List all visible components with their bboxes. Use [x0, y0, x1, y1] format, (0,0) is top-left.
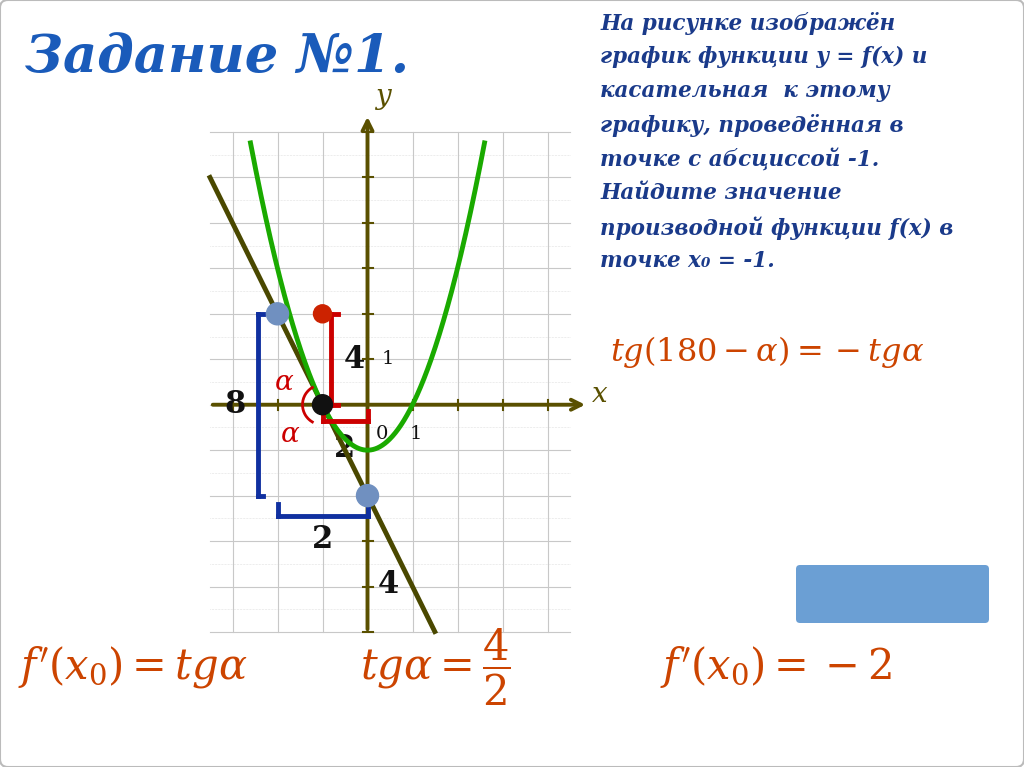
Text: 4: 4 [378, 569, 398, 600]
Text: производной функции f(x) в: производной функции f(x) в [600, 216, 953, 239]
Text: 4: 4 [343, 344, 365, 375]
FancyBboxPatch shape [796, 565, 989, 623]
Text: подсказка: подсказка [824, 582, 961, 605]
Circle shape [266, 303, 289, 324]
Text: x: x [592, 381, 607, 408]
Text: 1: 1 [410, 425, 422, 443]
Text: α: α [282, 421, 300, 448]
Text: α: α [275, 369, 294, 397]
Text: точке x₀ = -1.: точке x₀ = -1. [600, 250, 775, 272]
Text: $tg(180-\alpha)=-tg\alpha$: $tg(180-\alpha)=-tg\alpha$ [610, 334, 925, 370]
Text: y: y [376, 83, 391, 110]
Text: $f'(x_0) = tg\alpha$: $f'(x_0) = tg\alpha$ [18, 644, 248, 690]
Text: касательная  к этому: касательная к этому [600, 80, 890, 102]
Text: 2: 2 [312, 524, 333, 555]
Text: 0: 0 [376, 425, 388, 443]
Text: график функции y = f(x) и: график функции y = f(x) и [600, 46, 928, 68]
Text: $tg\alpha = \dfrac{4}{2}$: $tg\alpha = \dfrac{4}{2}$ [360, 627, 511, 707]
Text: точке с абсциссой -1.: точке с абсциссой -1. [600, 148, 880, 171]
Circle shape [356, 485, 379, 507]
Text: графику, проведённая в: графику, проведённая в [600, 114, 903, 137]
Text: На рисунке изображён: На рисунке изображён [600, 12, 895, 35]
Text: $f'(x_0) = -2$: $f'(x_0) = -2$ [660, 644, 892, 690]
Text: 8: 8 [224, 389, 246, 420]
Circle shape [312, 395, 333, 415]
Circle shape [313, 304, 332, 323]
Text: Задание №1.: Задание №1. [25, 32, 410, 83]
Text: 1: 1 [382, 351, 394, 368]
Text: 2: 2 [335, 433, 355, 464]
Text: Найдите значение: Найдите значение [600, 182, 842, 204]
